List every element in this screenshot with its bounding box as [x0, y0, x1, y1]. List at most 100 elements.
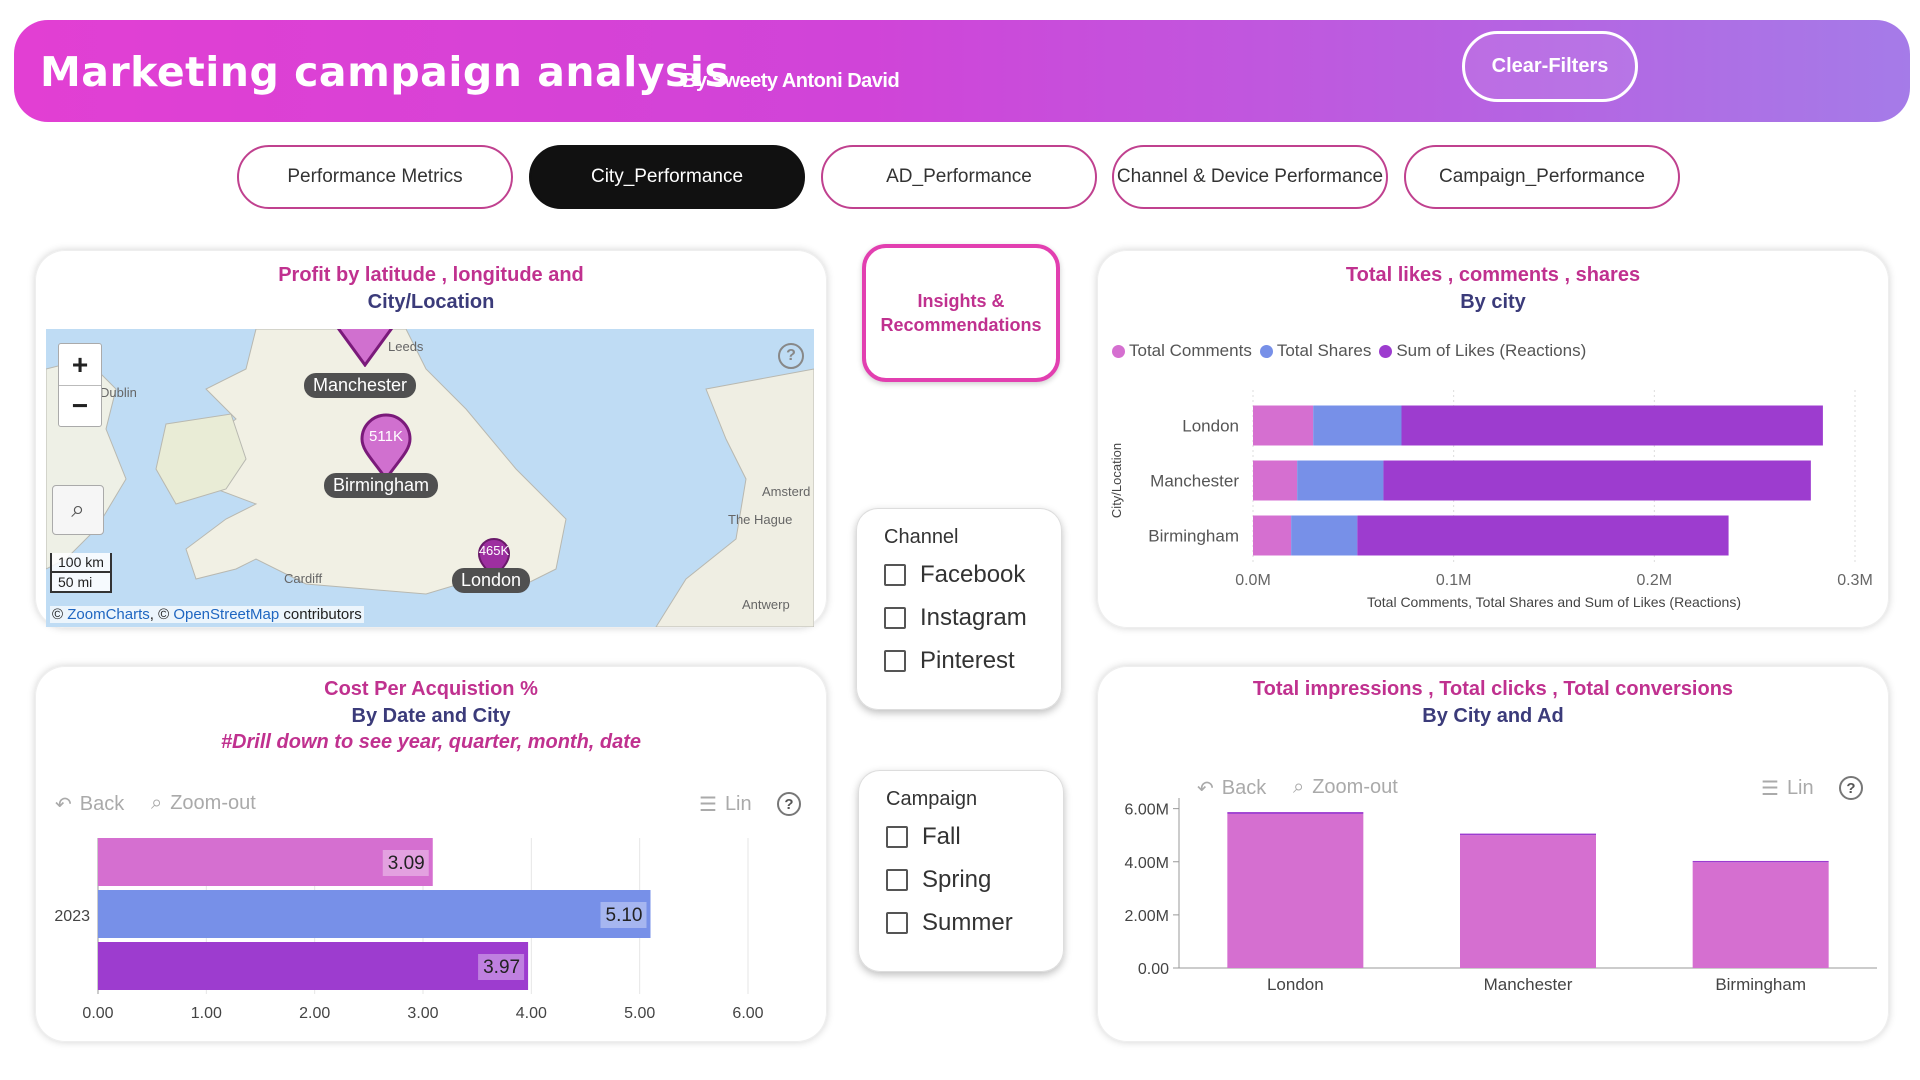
data-label: 3.97 — [483, 957, 520, 978]
list-icon: ☰ — [699, 794, 717, 816]
legend-item[interactable]: Total Comments — [1112, 341, 1252, 361]
legend-label: Total Comments — [1129, 341, 1252, 360]
x-tick-label: 0.00 — [82, 1005, 113, 1022]
zoom-out-label: Zoom-out — [1312, 776, 1398, 798]
cpa-bar[interactable] — [98, 942, 529, 990]
tab-performance-metrics[interactable]: Performance Metrics — [237, 145, 513, 209]
cpa-bar[interactable] — [98, 838, 433, 886]
marker-birmingham-pin[interactable] — [360, 413, 412, 481]
cpa-help[interactable]: ? — [777, 792, 801, 816]
checkbox[interactable] — [884, 564, 906, 586]
lin-label: Lin — [1786, 777, 1814, 799]
data-label-bg[interactable] — [382, 850, 429, 876]
insights-recommendations-button[interactable]: Insights & Recommendations — [862, 244, 1060, 382]
option-label: Spring — [922, 866, 992, 893]
bar-segment[interactable] — [1253, 405, 1314, 446]
x-axis-title: Total Comments, Total Shares and Sum of … — [1367, 594, 1741, 610]
bar-segment[interactable] — [1291, 515, 1358, 556]
bar-segment[interactable] — [1253, 515, 1292, 556]
campaign-option-summer[interactable]: Summer — [886, 908, 1013, 938]
zoom-out-icon: ⌕ — [1293, 776, 1305, 798]
checkbox[interactable] — [886, 912, 908, 934]
cpa-title-line3: #Drill down to see year, quarter, month,… — [220, 731, 642, 753]
legend-dot — [1112, 344, 1125, 358]
impressions-back-button[interactable]: ↶ Back — [1197, 776, 1266, 801]
cpa-scale-toggle[interactable]: ☰ Lin — [699, 792, 752, 817]
checkbox[interactable] — [886, 869, 908, 891]
column-segment[interactable] — [1227, 812, 1364, 814]
channel-option-facebook[interactable]: Facebook — [884, 560, 1025, 590]
zoom-out-icon: ⌕ — [151, 792, 163, 814]
zoom-in-button[interactable]: + — [71, 348, 89, 380]
zoom-out-button[interactable]: − — [59, 385, 101, 426]
bar-segment[interactable] — [1313, 405, 1402, 446]
campaign-option-fall[interactable]: Fall — [886, 822, 961, 852]
y-tick-label: 2.00M — [1125, 908, 1169, 925]
tab-campaign-performance[interactable]: Campaign_Performance — [1404, 145, 1680, 209]
checkbox[interactable] — [886, 826, 908, 848]
tab-channel-device-performance[interactable]: Channel & Device Performance — [1112, 145, 1388, 209]
campaign-option-spring[interactable]: Spring — [886, 865, 991, 895]
checkbox[interactable] — [884, 607, 906, 629]
bar-segment[interactable] — [1297, 460, 1384, 501]
checkbox[interactable] — [884, 650, 906, 672]
data-label-bg[interactable] — [600, 902, 647, 928]
legend-item[interactable]: Total Shares — [1259, 341, 1372, 361]
map-help-icon[interactable]: ? — [778, 343, 804, 369]
bar-segment[interactable] — [1253, 460, 1298, 501]
y-tick-label: 6.00M — [1125, 802, 1169, 819]
column-segment[interactable] — [1692, 862, 1829, 968]
column-segment[interactable] — [1692, 860, 1829, 863]
tab-city-performance[interactable]: City_Performance — [529, 145, 805, 209]
column-segment[interactable] — [1227, 813, 1364, 968]
campaign-slicer: Campaign Fall Spring Summer — [858, 770, 1064, 972]
channel-option-instagram[interactable]: Instagram — [884, 603, 1027, 633]
legend-item[interactable]: Sum of Likes (Reactions) — [1379, 341, 1586, 361]
cpa-bar-chart[interactable]: 0.00 1.00 2.00 3.00 4.00 5.00 6.00 2023 3.09 5.10… — [35, 828, 827, 1028]
y-tick-label: 4.00M — [1125, 855, 1169, 872]
openstreetmap-link[interactable]: OpenStreetMap — [173, 606, 280, 623]
clear-filters-button[interactable]: Clear-Filters — [1462, 31, 1638, 102]
marker-manchester-pin[interactable] — [328, 329, 402, 367]
back-label: Back — [79, 793, 125, 815]
impressions-title-line1: Total impressions , Total clicks , Total… — [1252, 678, 1734, 700]
likes-bar-chart[interactable]: 0.0M 0.1M 0.2M 0.3M London Manchester Birmingh… — [1097, 378, 1889, 628]
likes-title-line2: By city — [1460, 291, 1526, 313]
map-attribution: © ZoomCharts, © OpenStreetMap contributo… — [50, 606, 364, 623]
impressions-help[interactable]: ? — [1839, 776, 1863, 800]
zoomcharts-link[interactable]: ZoomCharts — [67, 606, 150, 623]
lasso-select-icon[interactable]: ⌕ — [52, 485, 104, 535]
legend-dot — [1259, 344, 1273, 358]
column-segment[interactable] — [1460, 833, 1596, 836]
column-segment[interactable] — [1460, 835, 1596, 968]
bar-segment[interactable] — [1383, 460, 1811, 501]
map-view[interactable]: Leeds Dublin Amsterd The Hague Cardiff A… — [46, 329, 814, 627]
y-category-label: Manchester — [1150, 472, 1239, 491]
marker-value-birmingham: 511K — [369, 428, 403, 445]
impressions-bar-chart[interactable]: 0.00 2.00M 4.00M 6.00M London Manchester Birmi… — [1097, 788, 1889, 1008]
channel-option-pinterest[interactable]: Pinterest — [884, 646, 1015, 676]
option-label: Fall — [922, 823, 961, 850]
x-category-label: Manchester — [1484, 975, 1573, 994]
legend-label: Total Shares — [1276, 341, 1372, 360]
place-leeds: Leeds — [388, 339, 424, 354]
cpa-zoom-out-button[interactable]: ⌕ Zoom-out — [151, 792, 256, 815]
campaign-slicer-title: Campaign — [886, 788, 978, 810]
marker-value-london: 465K — [478, 543, 510, 558]
back-arrow-icon: ↶ — [1197, 778, 1214, 800]
impressions-zoom-out-button[interactable]: ⌕ Zoom-out — [1293, 776, 1398, 799]
x-category-label: London — [1267, 975, 1324, 994]
cpa-back-button[interactable]: ↶ Back — [55, 792, 124, 817]
cpa-bar[interactable] — [98, 890, 651, 938]
tab-ad-performance[interactable]: AD_Performance — [821, 145, 1097, 209]
option-label: Instagram — [920, 604, 1027, 631]
help-icon: ? — [1839, 776, 1863, 800]
bar-segment[interactable] — [1401, 405, 1823, 446]
data-label-bg[interactable] — [478, 954, 525, 980]
place-cardiff: Cardiff — [284, 571, 323, 586]
impressions-scale-toggle[interactable]: ☰ Lin — [1761, 776, 1814, 801]
channel-slicer-title: Channel — [884, 526, 959, 548]
likes-legend: Total Comments Total Shares Sum of Likes… — [1112, 341, 1586, 361]
y-axis-title: City/Location — [1109, 443, 1124, 518]
bar-segment[interactable] — [1357, 515, 1729, 556]
